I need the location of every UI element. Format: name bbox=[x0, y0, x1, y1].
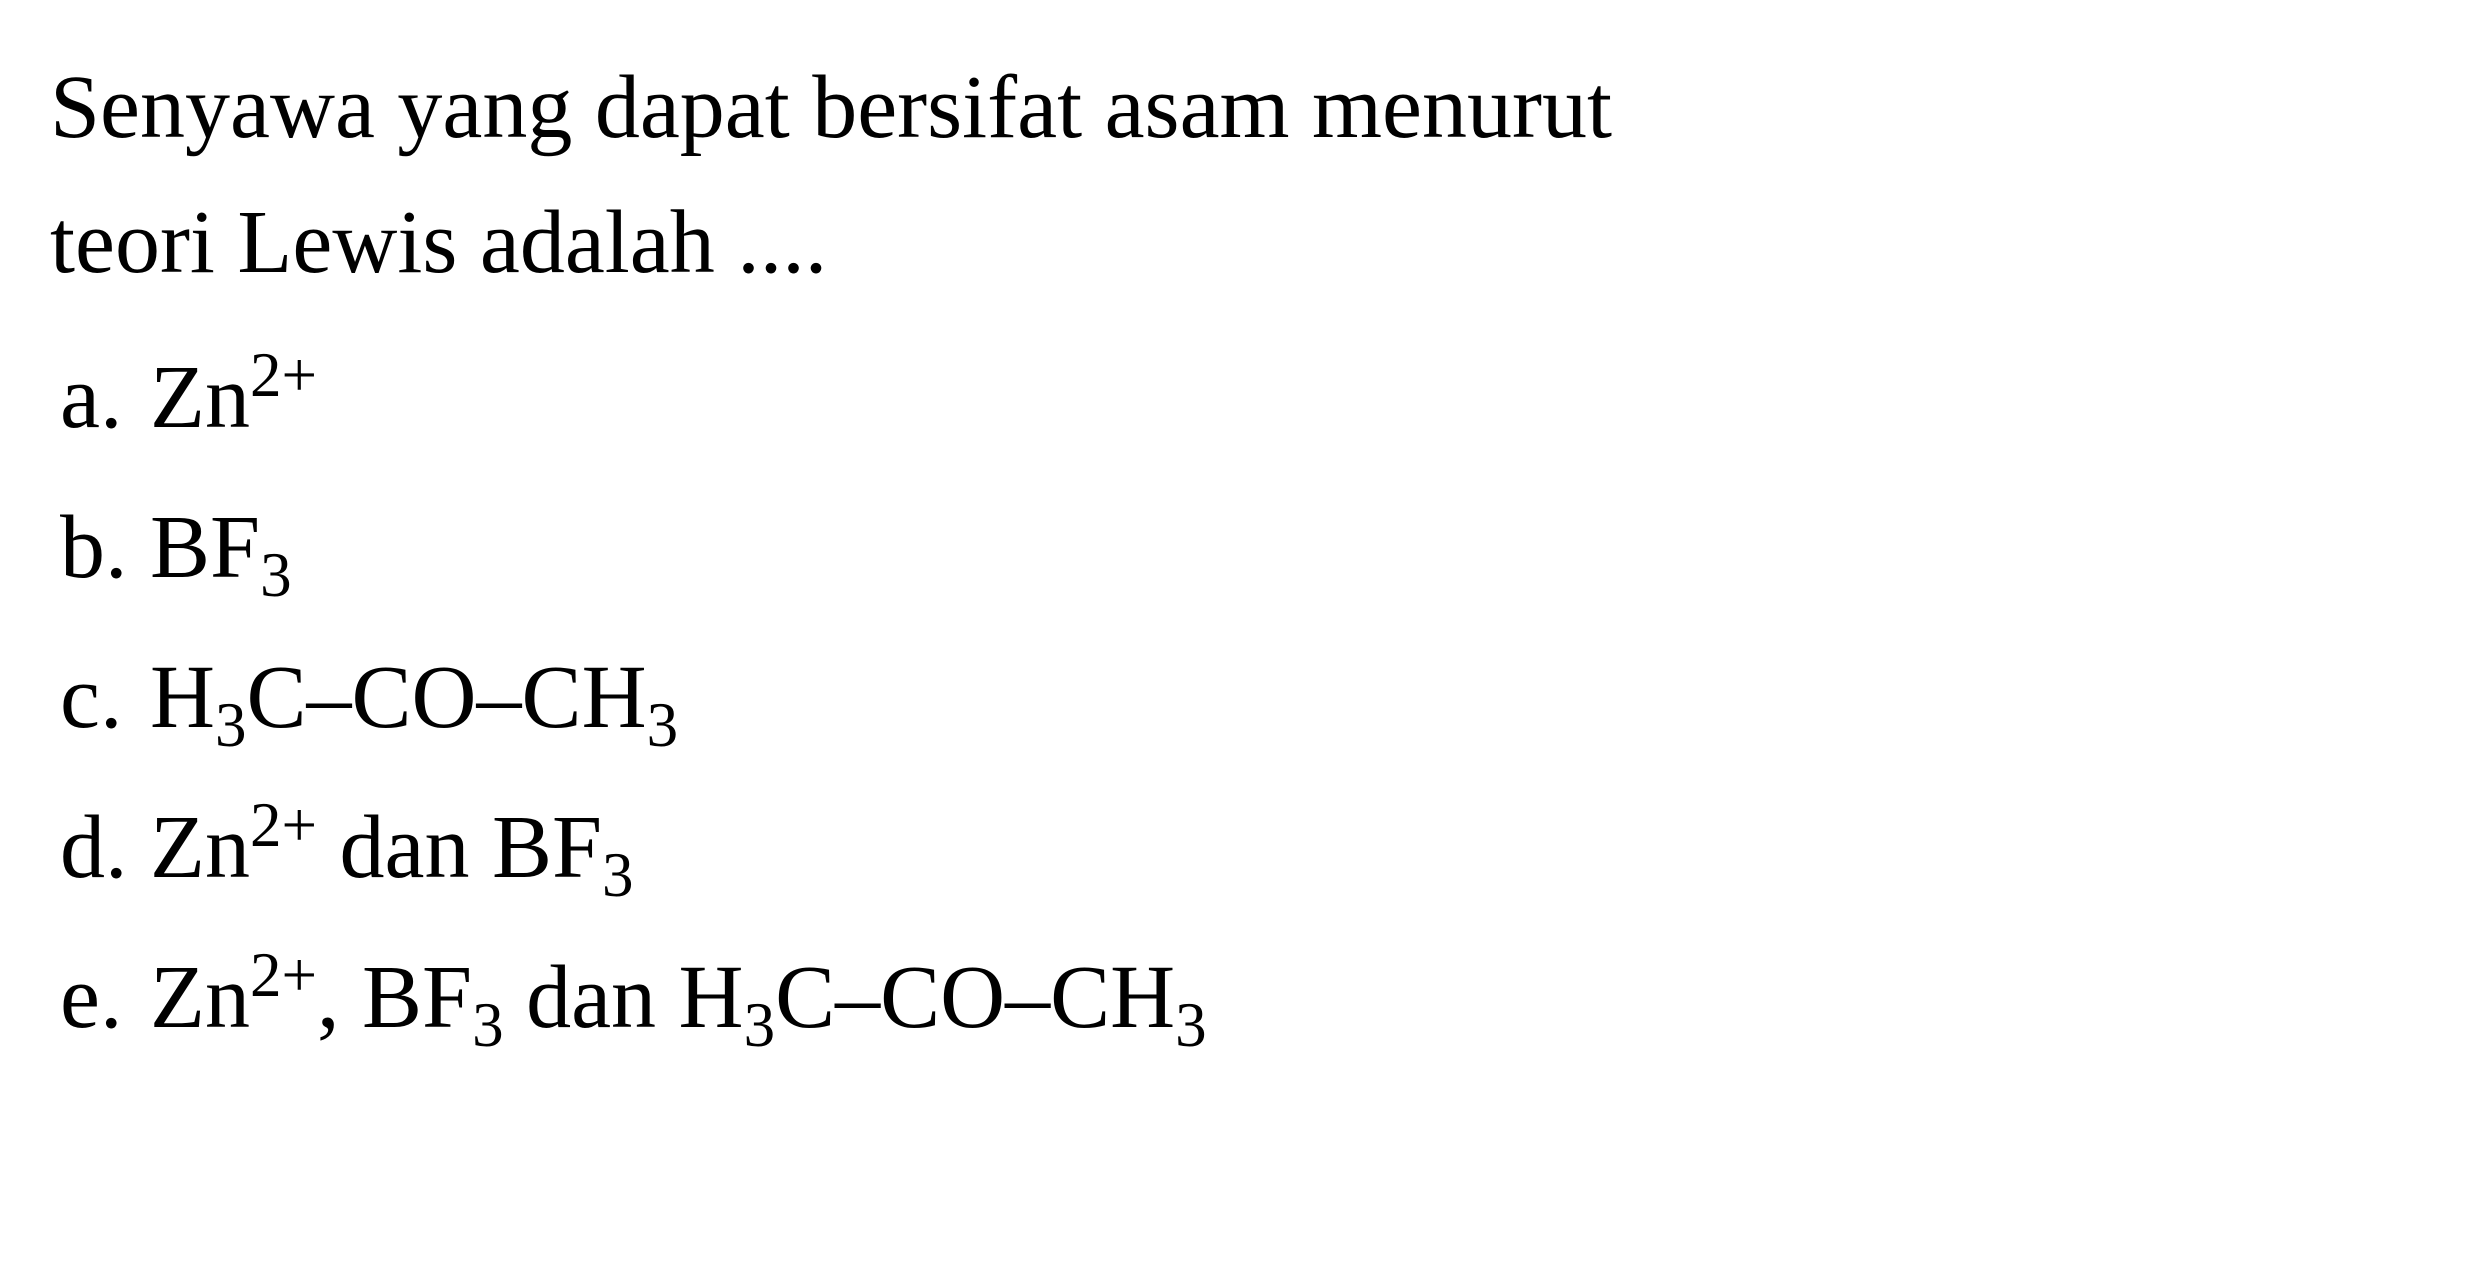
option-b-sub: 3 bbox=[260, 540, 292, 610]
option-d: d. Zn2+ dan BF3 bbox=[50, 780, 2425, 915]
option-e-comma: , BF bbox=[317, 948, 472, 1047]
option-b-letter: b. bbox=[60, 480, 150, 615]
option-b: b. BF3 bbox=[50, 480, 2425, 615]
option-b-content: BF3 bbox=[150, 480, 292, 615]
option-e-zn: Zn bbox=[150, 948, 250, 1047]
option-a-sup: 2+ bbox=[250, 340, 317, 410]
option-c-h: H bbox=[150, 648, 215, 747]
option-d-content: Zn2+ dan BF3 bbox=[150, 780, 634, 915]
option-c-mid: C–CO–CH bbox=[247, 648, 647, 747]
question-text: Senyawa yang dapat bersifat asam menurut… bbox=[50, 40, 2425, 310]
options-list: a. Zn2+ b. BF3 c. H3C–CO–CH3 d. Zn2+ dan… bbox=[50, 330, 2425, 1065]
option-e-dan: dan H bbox=[504, 948, 744, 1047]
option-c-letter: c. bbox=[60, 630, 150, 765]
option-c-content: H3C–CO–CH3 bbox=[150, 630, 678, 765]
option-a-letter: a. bbox=[60, 330, 150, 465]
option-a-content: Zn2+ bbox=[150, 330, 317, 465]
option-e-content: Zn2+, BF3 dan H3C–CO–CH3 bbox=[150, 930, 1207, 1065]
option-d-bfsub: 3 bbox=[602, 840, 634, 910]
option-e-letter: e. bbox=[60, 930, 150, 1065]
option-e-mid: C–CO–CH bbox=[775, 948, 1175, 1047]
option-e-bfsub: 3 bbox=[472, 990, 504, 1060]
option-a-zn: Zn bbox=[150, 348, 250, 447]
question-line2: teori Lewis adalah .... bbox=[50, 193, 827, 292]
option-d-letter: d. bbox=[60, 780, 150, 915]
question-block: Senyawa yang dapat bersifat asam menurut… bbox=[50, 40, 2425, 1065]
option-e-chsub: 3 bbox=[1175, 990, 1207, 1060]
option-d-dan: dan BF bbox=[317, 798, 602, 897]
option-c-sub2: 3 bbox=[647, 690, 679, 760]
option-d-sup: 2+ bbox=[250, 790, 317, 860]
option-e: e. Zn2+, BF3 dan H3C–CO–CH3 bbox=[50, 930, 2425, 1065]
option-e-sup: 2+ bbox=[250, 940, 317, 1010]
option-d-zn: Zn bbox=[150, 798, 250, 897]
option-b-bf: BF bbox=[150, 498, 260, 597]
option-c: c. H3C–CO–CH3 bbox=[50, 630, 2425, 765]
question-line1: Senyawa yang dapat bersifat asam menurut bbox=[50, 58, 1612, 157]
option-a: a. Zn2+ bbox=[50, 330, 2425, 465]
option-c-sub1: 3 bbox=[215, 690, 247, 760]
option-e-hsub: 3 bbox=[744, 990, 776, 1060]
